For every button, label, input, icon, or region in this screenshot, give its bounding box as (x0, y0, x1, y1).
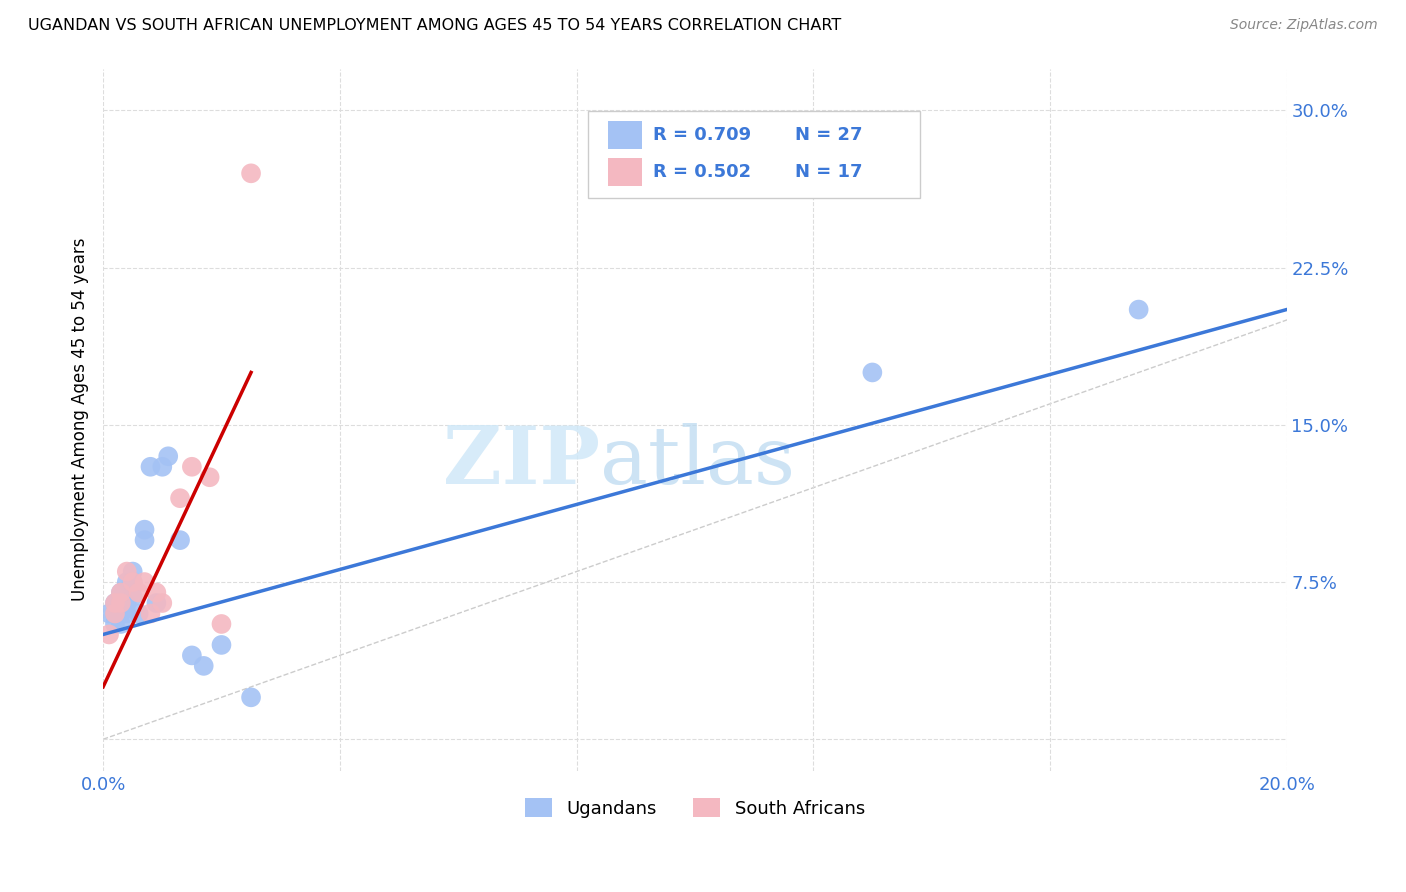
Point (115, 565, 138, 579)
Point (139, 607, 162, 621)
Point (110, 585, 132, 599)
Point (198, 470, 221, 484)
Text: ZIP: ZIP (443, 423, 600, 500)
Point (104, 596, 127, 610)
Point (98, 607, 121, 621)
Point (115, 575, 138, 590)
FancyBboxPatch shape (609, 121, 641, 149)
Y-axis label: Unemployment Among Ages 45 to 54 years: Unemployment Among Ages 45 to 54 years (72, 238, 89, 601)
Point (240, 166, 263, 180)
Point (110, 596, 132, 610)
FancyBboxPatch shape (609, 158, 641, 186)
Text: atlas: atlas (600, 423, 796, 500)
FancyBboxPatch shape (588, 111, 920, 198)
Point (104, 607, 127, 621)
Text: UGANDAN VS SOUTH AFRICAN UNEMPLOYMENT AMONG AGES 45 TO 54 YEARS CORRELATION CHAR: UGANDAN VS SOUTH AFRICAN UNEMPLOYMENT AM… (28, 18, 841, 33)
Point (134, 575, 156, 590)
Point (211, 638, 233, 652)
Text: R = 0.502: R = 0.502 (654, 162, 752, 181)
Point (150, 459, 173, 474)
Point (134, 533, 156, 548)
Point (211, 617, 233, 632)
Point (104, 607, 127, 621)
Point (110, 617, 132, 632)
Point (121, 575, 143, 590)
Point (115, 607, 138, 621)
Point (150, 596, 173, 610)
Point (180, 648, 202, 663)
Point (1128, 302, 1150, 317)
Point (128, 607, 150, 621)
Point (157, 450, 180, 464)
Legend: Ugandans, South Africans: Ugandans, South Africans (517, 791, 872, 825)
Point (110, 585, 132, 599)
Point (104, 596, 127, 610)
Point (104, 617, 127, 632)
Point (240, 690, 263, 705)
Point (860, 366, 883, 380)
Text: Source: ZipAtlas.com: Source: ZipAtlas.com (1230, 18, 1378, 32)
Point (169, 491, 191, 506)
Point (145, 585, 167, 599)
Point (193, 659, 215, 673)
Point (115, 596, 138, 610)
Point (169, 533, 191, 548)
Point (128, 585, 150, 599)
Point (121, 590, 143, 604)
Point (121, 565, 143, 579)
Point (139, 459, 162, 474)
Point (134, 523, 156, 537)
Text: R = 0.709: R = 0.709 (654, 127, 752, 145)
Point (180, 459, 202, 474)
Point (98, 627, 121, 641)
Point (121, 575, 143, 590)
Point (110, 607, 132, 621)
Text: N = 27: N = 27 (796, 127, 863, 145)
Text: N = 17: N = 17 (796, 162, 863, 181)
Point (145, 596, 167, 610)
